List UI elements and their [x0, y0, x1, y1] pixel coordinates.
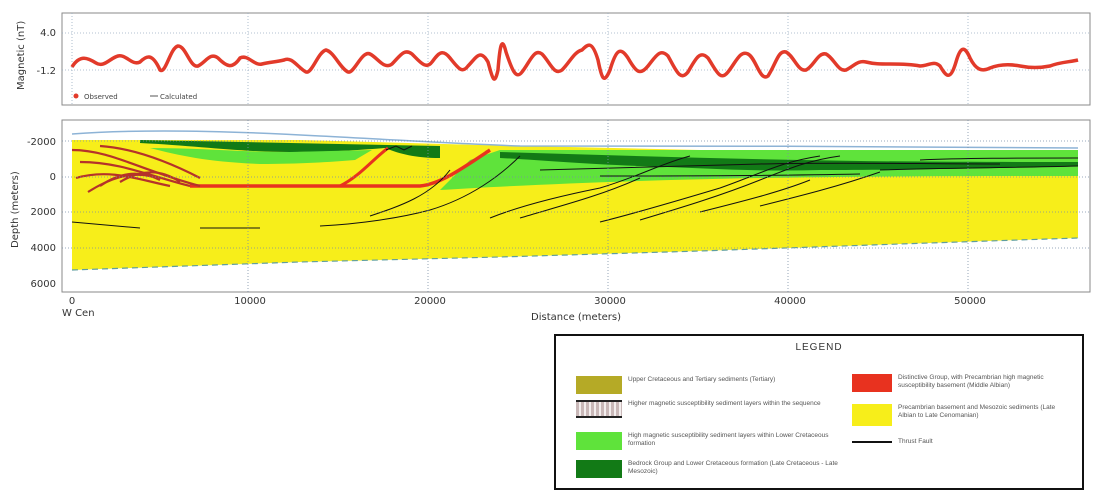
legend-title: LEGEND — [795, 342, 843, 353]
dark-green-unit — [140, 140, 440, 158]
legend-item-label: Distinctive Group, with Precambrian high… — [898, 374, 1044, 389]
legend-item-label: Upper Cretaceous and Tertiary sediments … — [628, 376, 776, 383]
dark-green-swatch-icon — [576, 460, 622, 478]
legend-item-upper-cretaceous: Upper Cretaceous and Tertiary sediments … — [576, 376, 846, 394]
legend-item-yellow: Precambrian basement and Mesozoic sedime… — [852, 404, 1074, 426]
legend-item-light-green: High magnetic susceptibility sediment la… — [576, 432, 846, 450]
distance-x-tick: 30000 — [594, 296, 626, 307]
section-panel: -2000 0 2000 4000 6000 Depth (meters) 0 … — [10, 119, 1091, 323]
mag-y-tick: -1.2 — [36, 66, 56, 77]
observed-marker-icon — [73, 93, 79, 99]
thrust-faults — [71, 145, 1079, 229]
magnetic-panel-frame — [61, 12, 1091, 106]
magnetic-legend: Observed Calculated — [73, 93, 197, 101]
distance-x-tick: 0 — [69, 296, 75, 307]
banded-swatch-icon — [576, 400, 622, 418]
section-gridlines — [62, 120, 1090, 292]
distance-x-tick: 20000 — [414, 296, 446, 307]
mag-y-axis-label: Magnetic (nT) — [16, 21, 27, 90]
depth-y-tick: 2000 — [31, 207, 56, 218]
dark-green-band-right — [500, 152, 1078, 171]
legend: LEGEND Upper Cretaceous and Tertiary sed… — [554, 334, 1084, 490]
legend-item-label: Bedrock Group and Lower Cretaceous forma… — [628, 460, 838, 475]
legend-item-dark-green: Bedrock Group and Lower Cretaceous forma… — [576, 460, 846, 478]
light-green-unit — [150, 148, 372, 164]
legend-item-high-susceptibility-layers: Higher magnetic susceptibility sediment … — [576, 400, 846, 418]
legend-item-label: High magnetic susceptibility sediment la… — [628, 432, 829, 447]
magnetic-panel: 4.0 -1.2 Magnetic (nT) Observed Calculat… — [16, 12, 1091, 106]
origin-label: W Cen — [62, 308, 95, 319]
red-swatch-icon — [852, 374, 892, 392]
base-contact-line — [71, 237, 1079, 271]
legend-item-label: Thrust Fault — [898, 438, 933, 445]
legend-item-label: Higher magnetic susceptibility sediment … — [628, 400, 821, 407]
yellow-swatch-icon — [852, 404, 892, 426]
depth-y-tick: 6000 — [31, 279, 56, 290]
legend-item-red: Distinctive Group, with Precambrian high… — [852, 374, 1074, 392]
distance-x-axis-label: Distance (meters) — [531, 312, 621, 323]
legend-observed-label: Observed — [84, 93, 118, 101]
topography-line — [71, 130, 1079, 149]
legend-item-thrust-fault: Thrust Fault — [852, 438, 1074, 446]
thrust-fault-line-icon — [852, 441, 892, 443]
depth-y-tick: 4000 — [31, 243, 56, 254]
distance-x-tick: 50000 — [954, 296, 986, 307]
light-green-swatch-icon — [576, 432, 622, 450]
depth-y-tick: 0 — [50, 172, 56, 183]
legend-item-label: Precambrian basement and Mesozoic sedime… — [898, 404, 1056, 419]
depth-y-axis-label: Depth (meters) — [10, 171, 21, 248]
red-unit — [339, 146, 389, 188]
depth-y-tick: -2000 — [27, 137, 56, 148]
legend-calculated-label: Calculated — [160, 93, 197, 101]
distance-x-tick: 10000 — [234, 296, 266, 307]
magnetic-observed-curve — [70, 42, 1079, 81]
olive-swatch-icon — [576, 376, 622, 394]
mag-y-tick: 4.0 — [40, 28, 56, 39]
distance-x-tick: 40000 — [774, 296, 806, 307]
red-unit — [190, 148, 491, 188]
